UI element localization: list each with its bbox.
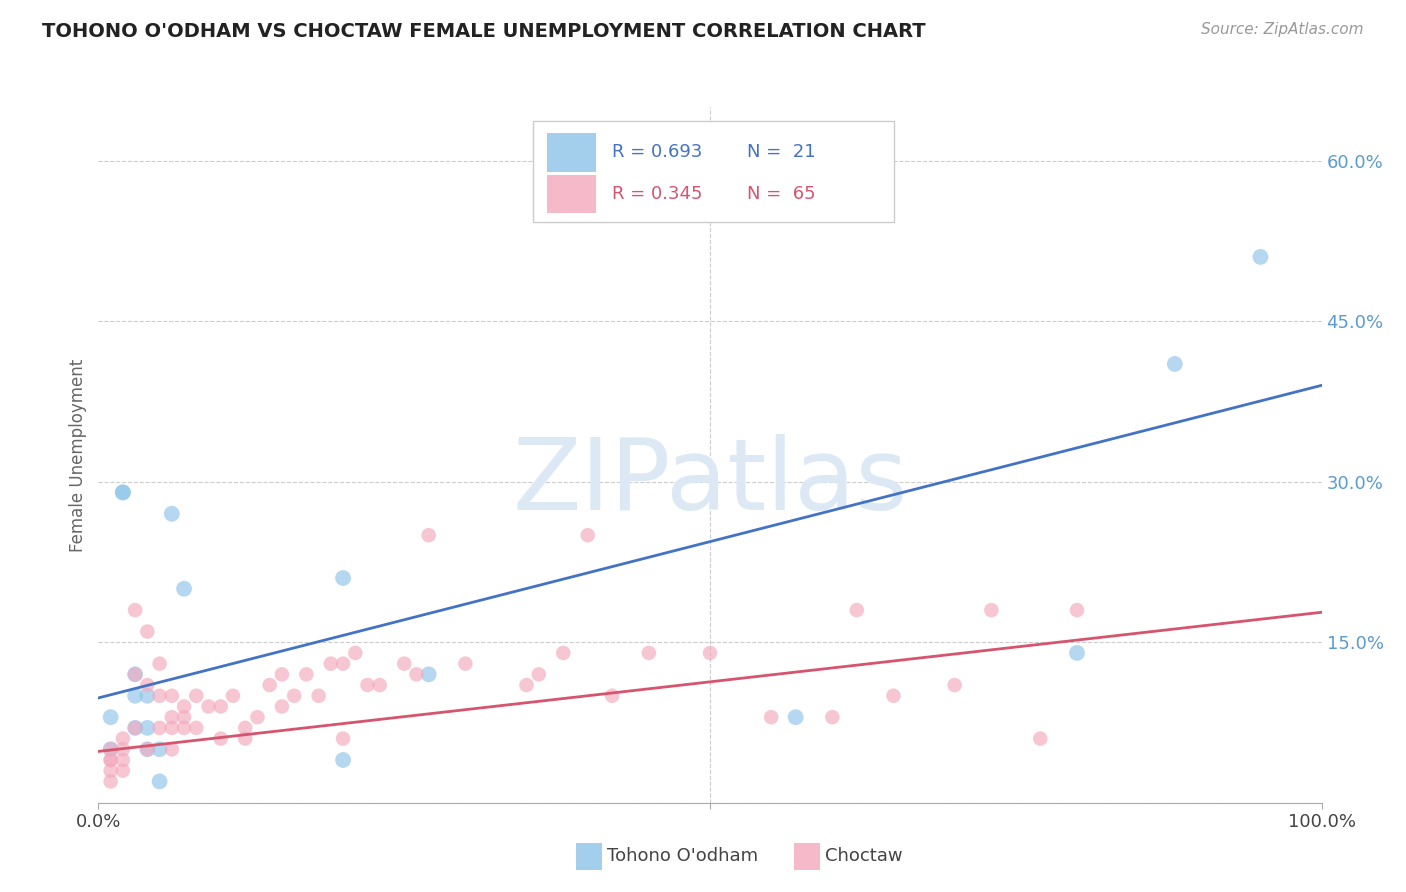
Point — [111, 764, 134, 778]
Point — [100, 774, 122, 789]
Point — [270, 699, 294, 714]
Point — [100, 753, 122, 767]
Point — [209, 731, 232, 746]
Point — [332, 753, 354, 767]
Point — [124, 603, 146, 617]
Point — [319, 657, 342, 671]
Point — [136, 678, 159, 692]
Point — [111, 753, 134, 767]
Point — [186, 721, 208, 735]
Point — [418, 528, 440, 542]
Point — [821, 710, 844, 724]
Point — [124, 667, 146, 681]
Point — [1164, 357, 1187, 371]
Point — [405, 667, 427, 681]
Point — [332, 657, 354, 671]
Point — [100, 742, 122, 756]
FancyBboxPatch shape — [533, 121, 893, 222]
Point — [186, 689, 208, 703]
Point — [638, 646, 661, 660]
Point — [883, 689, 905, 703]
Point — [222, 689, 245, 703]
Text: TOHONO O'ODHAM VS CHOCTAW FEMALE UNEMPLOYMENT CORRELATION CHART: TOHONO O'ODHAM VS CHOCTAW FEMALE UNEMPLO… — [42, 22, 925, 41]
Point — [699, 646, 721, 660]
Point — [332, 571, 354, 585]
Point — [209, 699, 232, 714]
Point — [295, 667, 318, 681]
Point — [136, 742, 159, 756]
Point — [576, 528, 599, 542]
Text: N =  65: N = 65 — [747, 185, 815, 203]
Point — [136, 689, 159, 703]
Point — [553, 646, 575, 660]
Text: Source: ZipAtlas.com: Source: ZipAtlas.com — [1201, 22, 1364, 37]
Point — [149, 742, 172, 756]
Point — [149, 721, 172, 735]
Point — [332, 731, 354, 746]
Point — [111, 485, 134, 500]
Point — [943, 678, 966, 692]
Point — [308, 689, 330, 703]
Point — [233, 721, 256, 735]
Point — [173, 582, 195, 596]
Point — [124, 667, 146, 681]
Point — [845, 603, 868, 617]
Point — [980, 603, 1002, 617]
Point — [124, 721, 146, 735]
Point — [160, 710, 183, 724]
Point — [100, 742, 122, 756]
Point — [1249, 250, 1271, 264]
Point — [149, 689, 172, 703]
Text: N =  21: N = 21 — [747, 144, 815, 161]
Point — [149, 774, 172, 789]
Text: Tohono O'odham: Tohono O'odham — [607, 847, 758, 865]
Point — [160, 689, 183, 703]
Point — [1066, 603, 1088, 617]
Point — [136, 624, 159, 639]
Point — [515, 678, 537, 692]
Point — [418, 667, 440, 681]
Point — [173, 721, 195, 735]
FancyBboxPatch shape — [547, 133, 596, 172]
Point — [197, 699, 219, 714]
Point — [246, 710, 269, 724]
Point — [100, 764, 122, 778]
Point — [136, 721, 159, 735]
Text: Choctaw: Choctaw — [825, 847, 903, 865]
FancyBboxPatch shape — [547, 175, 596, 213]
Point — [124, 689, 146, 703]
Point — [111, 731, 134, 746]
Point — [527, 667, 550, 681]
Point — [356, 678, 378, 692]
Point — [173, 710, 195, 724]
Point — [233, 731, 256, 746]
Y-axis label: Female Unemployment: Female Unemployment — [69, 359, 87, 551]
Point — [454, 657, 477, 671]
Point — [173, 699, 195, 714]
Text: R = 0.693: R = 0.693 — [612, 144, 703, 161]
Point — [785, 710, 807, 724]
Point — [1029, 731, 1052, 746]
Point — [100, 710, 122, 724]
Point — [100, 753, 122, 767]
Point — [136, 742, 159, 756]
Point — [160, 721, 183, 735]
Point — [270, 667, 294, 681]
Point — [160, 507, 183, 521]
Point — [344, 646, 367, 660]
Point — [111, 485, 134, 500]
Point — [761, 710, 783, 724]
Point — [259, 678, 281, 692]
Text: ZIPatlas: ZIPatlas — [512, 434, 908, 532]
Point — [160, 742, 183, 756]
Point — [111, 742, 134, 756]
Point — [1066, 646, 1088, 660]
Point — [149, 657, 172, 671]
Point — [283, 689, 305, 703]
Point — [392, 657, 416, 671]
Point — [124, 721, 146, 735]
Text: R = 0.345: R = 0.345 — [612, 185, 703, 203]
Point — [368, 678, 391, 692]
Point — [600, 689, 623, 703]
